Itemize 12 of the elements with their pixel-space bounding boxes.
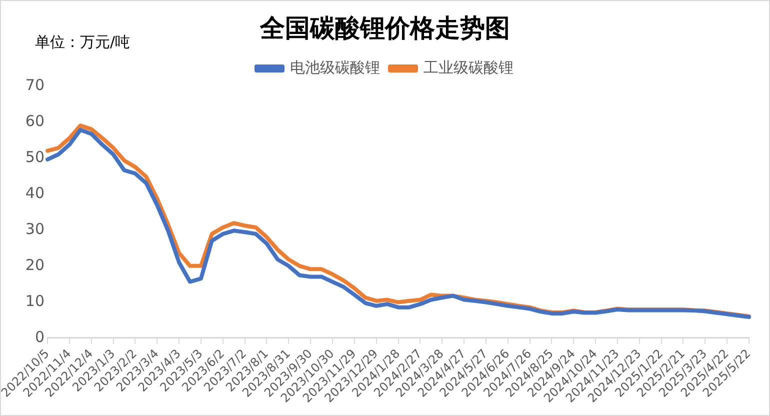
y-tick-label: 30 [25, 220, 45, 238]
legend-label: 电池级碳酸锂 [290, 58, 380, 76]
y-tick-label: 70 [25, 76, 45, 94]
y-tick-label: 60 [25, 112, 45, 130]
y-tick-label: 20 [25, 256, 45, 274]
y-tick-label: 10 [25, 292, 45, 310]
legend-label: 工业级碳酸锂 [424, 58, 514, 76]
y-tick-label: 50 [25, 148, 45, 166]
text: 单位：万元/吨 [35, 32, 130, 51]
y-tick-label: 40 [25, 184, 45, 202]
chart-title: 全国碳酸锂价格走势图 [259, 14, 510, 42]
y-tick-label: 0 [34, 328, 45, 346]
